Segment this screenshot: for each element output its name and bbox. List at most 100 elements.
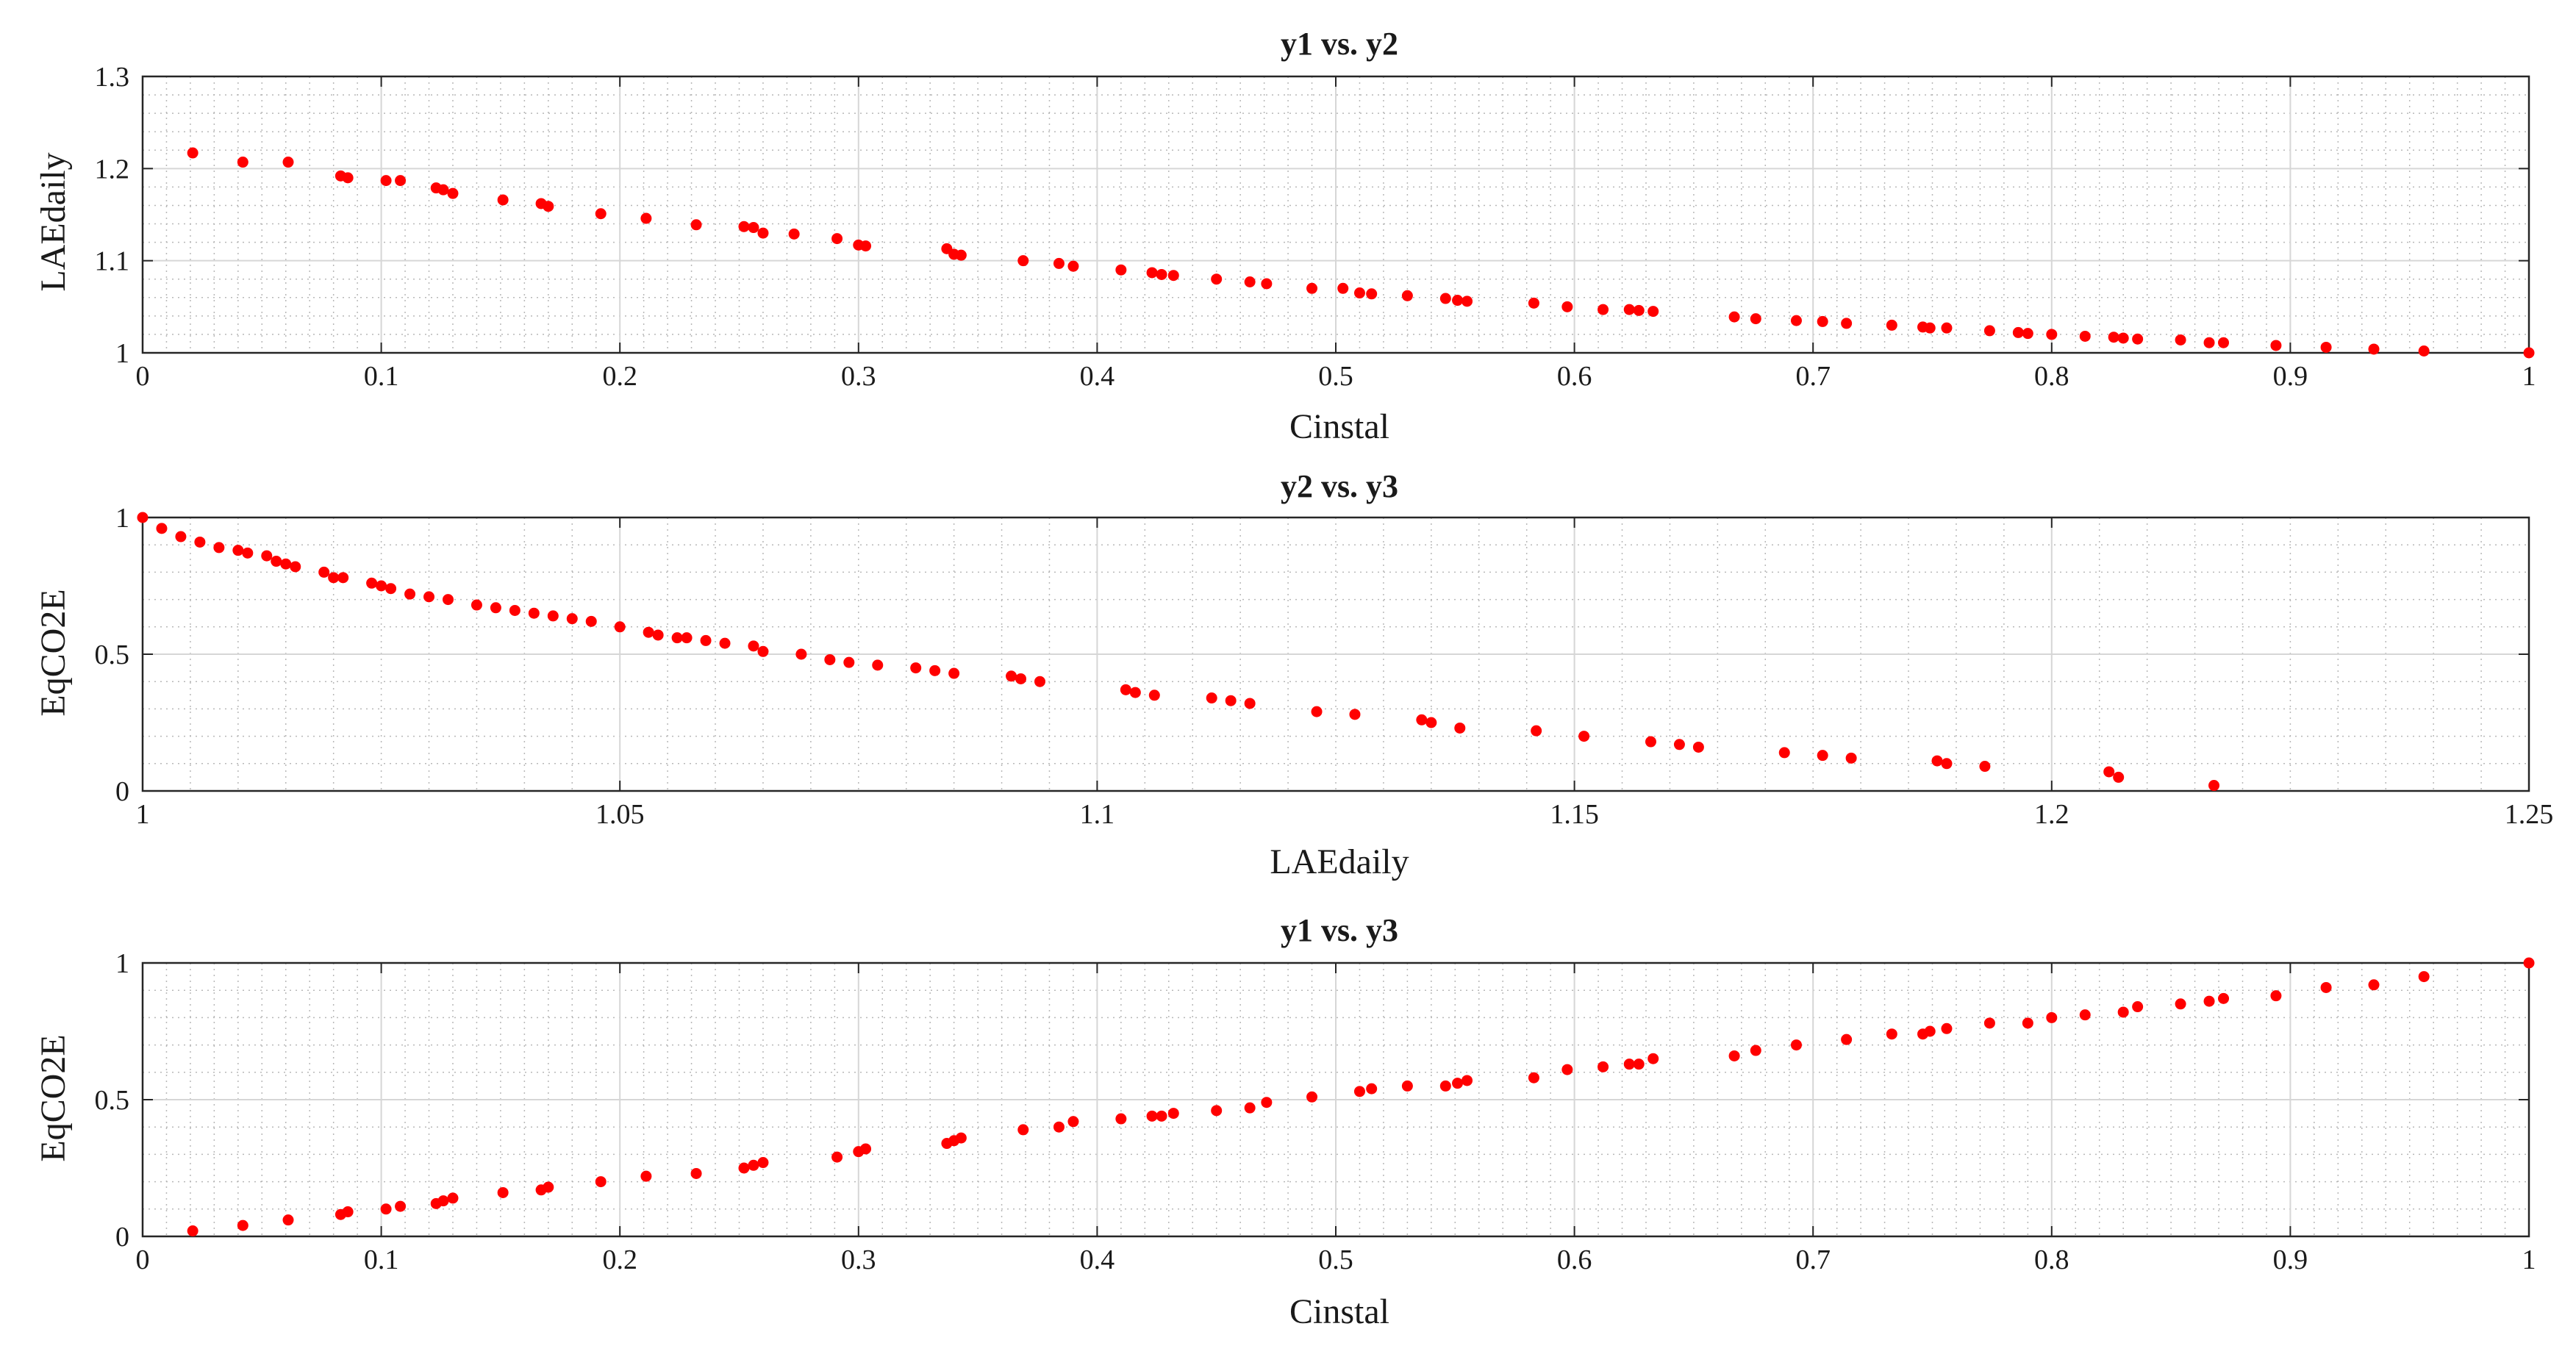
- data-point: [1261, 278, 1273, 290]
- data-point: [640, 212, 652, 224]
- data-point: [1225, 695, 1237, 706]
- x-tick-label: 0.6: [1557, 1244, 1592, 1275]
- data-point: [1845, 752, 1857, 764]
- x-axis-label: Cinstal: [1289, 407, 1389, 446]
- data-point: [1148, 689, 1160, 701]
- y-tick-label: 0: [115, 776, 129, 807]
- data-point: [2079, 1009, 2091, 1021]
- data-points: [137, 512, 2220, 792]
- data-point: [1401, 290, 1413, 301]
- data-point: [566, 613, 578, 625]
- data-point: [1416, 714, 1428, 726]
- data-point: [643, 626, 654, 638]
- x-tick-label: 0.4: [1080, 1244, 1115, 1275]
- data-point: [824, 653, 836, 665]
- x-tick-label: 1.25: [2505, 799, 2554, 830]
- data-point: [137, 512, 149, 523]
- data-point: [543, 1181, 554, 1193]
- data-point: [1841, 318, 1853, 329]
- data-point: [543, 201, 554, 212]
- y-tick-label: 1.2: [95, 154, 130, 185]
- x-tick-label: 0.5: [1318, 1244, 1353, 1275]
- panel-y2-vs-y3: y2 vs. y3 LAEdaily EqCO2E 1 1.05 1.1 1.15 1.…: [34, 468, 2553, 881]
- data-point: [1306, 1091, 1318, 1103]
- y-axis-label: EqCO2E: [34, 1034, 73, 1161]
- data-point: [1306, 282, 1318, 294]
- data-point: [1439, 293, 1451, 304]
- data-point: [748, 640, 759, 652]
- data-point: [1778, 747, 1790, 759]
- data-point: [337, 572, 349, 584]
- data-point: [1647, 1053, 1659, 1064]
- data-point: [1129, 687, 1141, 698]
- data-point: [1211, 273, 1223, 285]
- data-point: [671, 632, 683, 644]
- data-point: [342, 1206, 354, 1218]
- data-point: [1645, 736, 1656, 748]
- data-point: [437, 1195, 449, 1207]
- data-point: [2046, 329, 2058, 340]
- grid-layer: [142, 962, 2530, 1237]
- x-tick-label: 1.2: [2034, 799, 2069, 830]
- data-point: [948, 667, 960, 679]
- y-tick-label: 1: [115, 948, 129, 979]
- data-point: [860, 1143, 872, 1155]
- data-point: [194, 536, 206, 548]
- data-point: [795, 648, 807, 660]
- data-point: [2108, 332, 2119, 343]
- data-point: [831, 233, 843, 245]
- x-tick-label: 1: [2522, 1244, 2536, 1275]
- data-point: [1211, 1105, 1223, 1117]
- data-point: [738, 1162, 750, 1174]
- data-point: [447, 1192, 459, 1204]
- data-point: [380, 1203, 392, 1215]
- data-point: [547, 610, 559, 622]
- data-point: [1578, 731, 1590, 742]
- data-point: [1167, 270, 1179, 282]
- data-point: [1461, 295, 1473, 307]
- data-point: [955, 249, 967, 261]
- x-tick-label: 1: [136, 799, 150, 830]
- y-tick-label: 0.5: [95, 1085, 130, 1116]
- data-point: [280, 558, 292, 570]
- data-point: [1244, 698, 1256, 709]
- x-tick-label: 0.9: [2273, 1244, 2308, 1275]
- data-point: [2103, 766, 2115, 778]
- data-point: [1941, 758, 1953, 770]
- data-point: [640, 1170, 652, 1182]
- data-point: [509, 604, 520, 616]
- data-point: [1067, 1116, 1079, 1128]
- data-point: [2079, 330, 2091, 342]
- data-point: [1156, 1110, 1167, 1122]
- data-point: [2523, 957, 2535, 969]
- data-point: [380, 175, 392, 187]
- x-tick-label: 0.3: [841, 361, 876, 392]
- axes-box: [141, 75, 2530, 354]
- data-point: [955, 1132, 967, 1144]
- data-point: [175, 531, 187, 542]
- x-tick-label: 1.15: [1550, 799, 1599, 830]
- data-point: [1454, 722, 1466, 734]
- data-point: [385, 583, 397, 595]
- x-tick-label: 0.1: [364, 361, 399, 392]
- data-point: [366, 577, 378, 589]
- data-point: [1353, 287, 1365, 299]
- data-point: [1528, 1072, 1539, 1083]
- data-point: [2523, 347, 2535, 359]
- data-point: [1841, 1034, 1853, 1045]
- data-point: [2218, 992, 2230, 1004]
- data-point: [318, 566, 330, 578]
- x-tick-label: 0.7: [1795, 361, 1831, 392]
- data-point: [2132, 333, 2144, 345]
- data-point: [1790, 315, 1802, 326]
- data-point: [213, 542, 225, 554]
- data-point: [1692, 741, 1704, 753]
- data-point: [1146, 1110, 1158, 1122]
- data-point: [1425, 717, 1437, 728]
- data-point: [2270, 990, 2282, 1002]
- data-point: [1924, 322, 1936, 334]
- data-point: [2132, 1001, 2144, 1013]
- data-point: [1633, 1059, 1645, 1070]
- data-point: [342, 172, 354, 184]
- data-point: [1647, 306, 1659, 318]
